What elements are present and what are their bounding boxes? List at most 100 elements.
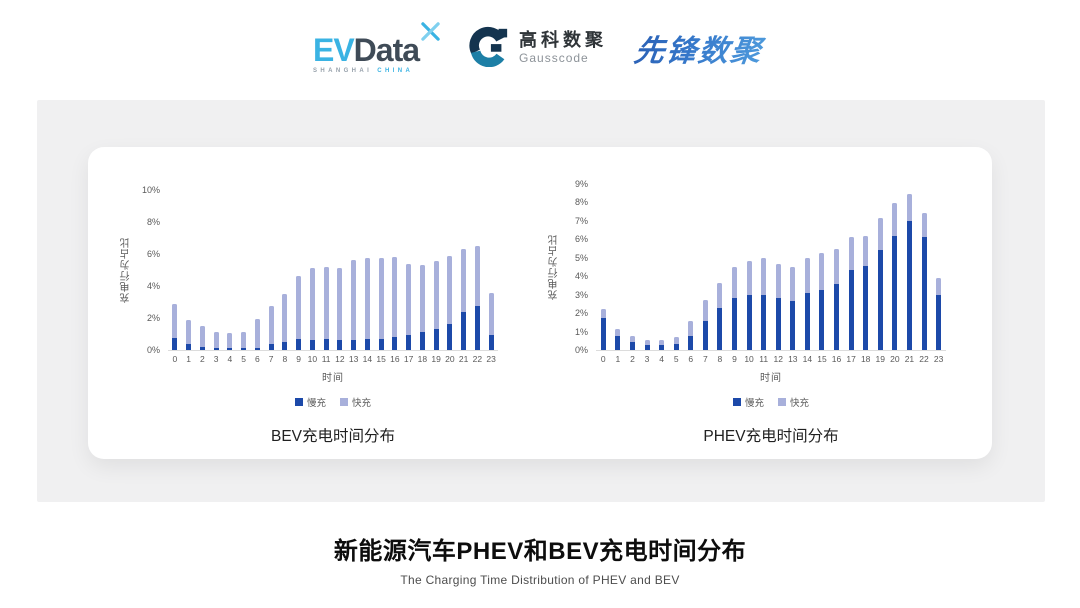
bev-chart: 充电行为占比 0% 2% 4% 6% 8% 10% 0 1 2 3 4 5 6 7 8 9 10 11 12 13 1… [112,185,498,446]
bar-slot [786,184,801,350]
bar-segment-slow [268,344,274,350]
x-tick-label: 0 [600,354,606,364]
bar-segment-fast [447,256,453,325]
xianfeng-shuju-logo: 先锋数聚 [632,26,770,70]
phev-x-axis-title: 时间 [760,373,782,384]
bar-segment-slow [688,336,694,350]
x-tick-label: 18 [860,354,871,364]
bar-segment-fast [268,306,274,345]
bar-segment-fast [474,246,480,306]
x-tick-label: 23 [933,354,944,364]
bar-segment-slow [659,345,665,350]
x-tick-label: 14 [362,354,373,364]
bar-segment-fast [717,282,723,308]
x-tick-label: 2 [200,354,205,364]
bar-slot [182,190,196,350]
bar-slot [815,184,830,350]
evdata-tagline: SHANGHAI CHINA [313,68,413,74]
phev-plot: 充电行为占比 0% 1% 2% 3% 4% 5% 6% 7% 8% 9% [549,179,946,355]
bev-plot: 充电行为占比 0% 2% 4% 6% 8% 10% [121,185,498,355]
phev-plot-area: 充电行为占比 0% 1% 2% 3% 4% 5% 6% 7% 8% 9% [549,179,946,355]
x-tick-label: 21 [904,354,915,364]
y-tick-label: 4% [574,271,588,282]
bar-segment-fast [659,339,665,346]
bar-slot [388,190,402,350]
x-tick-label: 23 [486,354,496,364]
bar-segment-slow [615,336,621,350]
x-tick-label: 19 [875,354,885,364]
bar-segment-slow [296,338,302,350]
evdata-china-text: CHINA [377,68,414,75]
bar-slot [727,184,742,350]
x-tick-label: 7 [702,354,708,364]
bar-segment-fast [761,257,767,295]
slow-charge-swatch-icon [732,398,741,406]
gausscode-logo: 高科数聚 Gausscode [468,25,607,72]
x-tick-label: 14 [802,354,813,364]
bar-segment-slow [731,298,737,350]
bars-container [596,184,946,350]
bar-slot [168,190,182,350]
bar-segment-fast [186,320,192,345]
bar-segment-fast [746,261,752,295]
y-tick-label: 9% [574,179,588,189]
x-tick-label: 15 [817,354,827,364]
bar-segment-fast [364,258,370,339]
bar-segment-fast [615,328,621,337]
bar-segment-slow [834,283,840,350]
bar-segment-fast [629,336,635,342]
x-tick-label: 9 [296,354,301,364]
bar-segment-slow [717,307,723,350]
x-tick-label: 10 [307,354,318,364]
bar-segment-fast [199,326,205,347]
bar-slot [858,184,873,350]
x-tick-label: 4 [659,354,664,364]
slow-charge-label: 慢充 [744,398,764,409]
bar-segment-slow [488,334,494,350]
x-tick-label: 1 [615,354,621,364]
page-title: 新能源汽车PHEV和BEV充电时间分布 [333,538,747,565]
bar-slot [306,190,320,350]
bar-slot [917,184,932,350]
legend-item-slow-charge: 慢充 [732,395,764,409]
bar-slot [347,190,361,350]
phev-chart-title: PHEV充电时间分布 [703,428,839,445]
charts-row: 充电行为占比 0% 2% 4% 6% 8% 10% 0 1 2 3 4 5 6 7 8 9 10 11 12 13 1… [88,147,992,446]
bar-segment-slow [474,306,480,350]
x-tick-label: 16 [390,354,400,364]
bar-segment-fast [227,333,233,349]
gausscode-g-icon [468,25,510,72]
x-tick-label: 10 [744,354,754,364]
x-tick-label: 5 [673,354,679,364]
bar-segment-fast [172,304,178,338]
gausscode-chinese-text: 高科数聚 [519,30,608,51]
bar-slot [713,184,728,350]
bar-slot [844,184,859,350]
bar-segment-slow [892,235,898,350]
x-tick-label: 13 [788,354,798,364]
evdata-logo: EV Data SHANGHAI CHINA [313,22,440,74]
bar-segment-fast [351,260,357,340]
bar-slot [264,190,278,350]
bar-segment-fast [731,267,737,299]
y-tick-label: 10% [141,185,160,195]
bar-segment-fast [688,320,694,337]
fast-charge-label: 快充 [352,398,372,409]
bar-segment-slow [761,294,767,350]
fast-charge-swatch-icon [778,398,786,406]
bar-slot [756,184,771,350]
bar-slot [361,190,375,350]
bar-segment-slow [172,338,178,350]
x-tick-label: 3 [644,354,650,364]
bar-segment-fast [804,257,810,293]
bar-segment-fast [775,264,781,299]
bar-slot [640,184,655,350]
bar-slot [829,184,844,350]
bar-segment-fast [392,257,398,338]
bar-segment-fast [309,267,315,340]
bar-slot [251,190,265,350]
bar-segment-fast [323,266,329,339]
legend-item-slow-charge: 慢充 [294,395,326,409]
x-tick-label: 19 [431,354,441,364]
x-tick-label: 13 [348,354,359,364]
